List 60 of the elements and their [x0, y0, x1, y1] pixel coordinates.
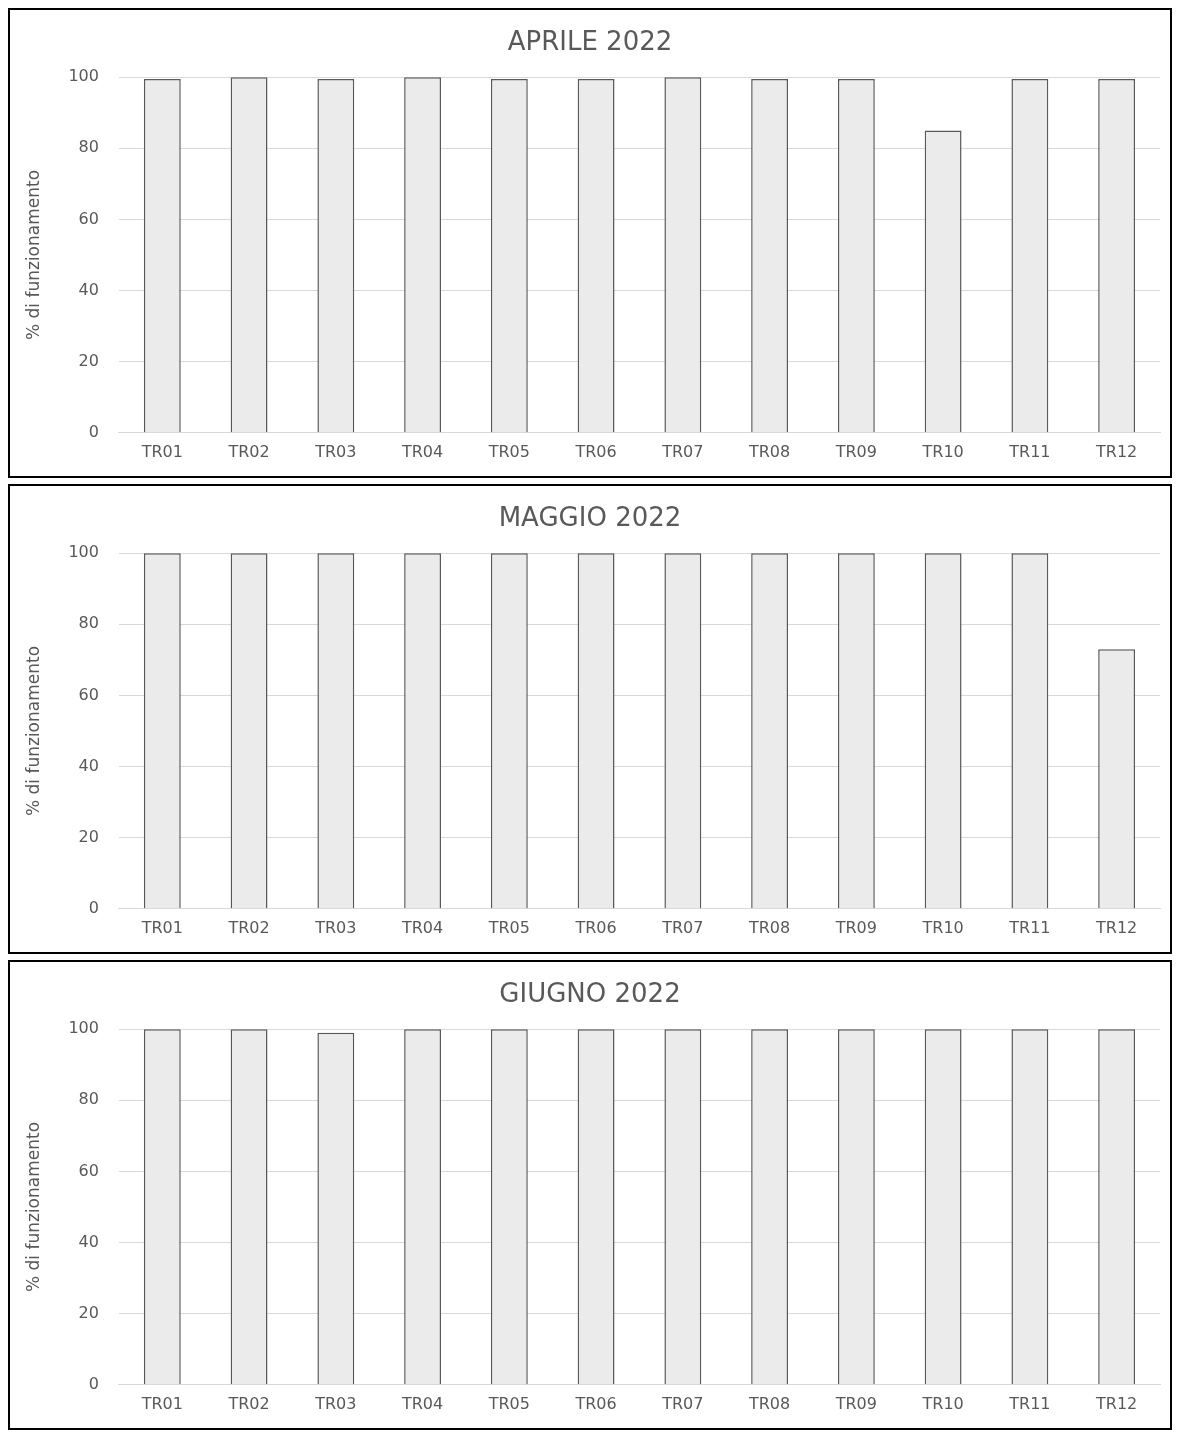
x-tick-label: TR08 [747, 917, 791, 937]
x-tick-label: TR02 [227, 917, 270, 937]
x-tick-label: TR11 [1008, 441, 1051, 461]
x-tick-label: TR12 [1095, 1393, 1138, 1413]
x-tick-label: TR06 [574, 441, 617, 461]
x-tick-label: TR08 [747, 1393, 791, 1413]
x-tick-label: TR03 [314, 441, 357, 461]
x-tick-label: TR11 [1008, 917, 1051, 937]
y-tick-label: 20 [78, 1302, 99, 1322]
y-tick-label: 100 [68, 1018, 99, 1038]
x-tick-label: TR04 [400, 917, 444, 937]
y-tick-label: 40 [78, 1231, 99, 1251]
x-tick-label: TR01 [140, 917, 183, 937]
x-tick-label: TR09 [834, 917, 877, 937]
x-tick-label: TR07 [661, 441, 704, 461]
y-tick-label: 40 [78, 755, 99, 775]
x-tick-label: TR04 [400, 1393, 444, 1413]
y-tick-label: 60 [78, 1160, 99, 1180]
chart-title: MAGGIO 2022 [498, 502, 682, 533]
x-tick-label: TR09 [834, 1393, 877, 1413]
y-tick-label: 0 [88, 897, 99, 917]
x-tick-label: TR01 [140, 1393, 183, 1413]
x-tick-label: TR08 [747, 441, 791, 461]
x-tick-label: TR04 [400, 441, 444, 461]
x-tick-label: TR07 [661, 917, 704, 937]
y-tick-label: 80 [78, 137, 99, 157]
x-tick-label: TR09 [834, 441, 877, 461]
y-tick-label: 80 [78, 1089, 99, 1109]
chart-title: APRILE 2022 [507, 26, 673, 57]
x-tick-label: TR05 [487, 917, 530, 937]
y-tick-label: 40 [78, 279, 99, 299]
x-tick-label: TR05 [487, 441, 530, 461]
x-tick-label: TR06 [574, 917, 617, 937]
x-tick-label: TR02 [227, 1393, 270, 1413]
x-tick-label: TR06 [574, 1393, 617, 1413]
y-tick-label: 0 [88, 421, 99, 441]
y-tick-label: 60 [78, 208, 99, 228]
x-tick-label: TR12 [1095, 917, 1138, 937]
y-axis-title: % di funzionamento [22, 645, 43, 817]
x-tick-label: TR03 [314, 917, 357, 937]
y-tick-label: 100 [68, 66, 99, 86]
y-tick-label: 60 [78, 684, 99, 704]
y-axis-title: % di funzionamento [22, 169, 43, 341]
y-tick-label: 0 [88, 1373, 99, 1393]
x-tick-label: TR11 [1008, 1393, 1051, 1413]
y-tick-label: 20 [78, 826, 99, 846]
x-tick-label: TR07 [661, 1393, 704, 1413]
y-tick-label: 20 [78, 350, 99, 370]
x-tick-label: TR10 [921, 1393, 964, 1413]
y-tick-label: 100 [68, 542, 99, 562]
x-tick-label: TR03 [314, 1393, 357, 1413]
x-tick-label: TR01 [140, 441, 183, 461]
y-tick-label: 80 [78, 613, 99, 633]
x-tick-label: TR05 [487, 1393, 530, 1413]
x-tick-label: TR10 [921, 917, 964, 937]
x-tick-label: TR12 [1095, 441, 1138, 461]
x-tick-label: TR10 [921, 441, 964, 461]
y-axis-title: % di funzionamento [22, 1121, 43, 1293]
x-tick-label: TR02 [227, 441, 270, 461]
chart-title: GIUGNO 2022 [499, 978, 681, 1009]
